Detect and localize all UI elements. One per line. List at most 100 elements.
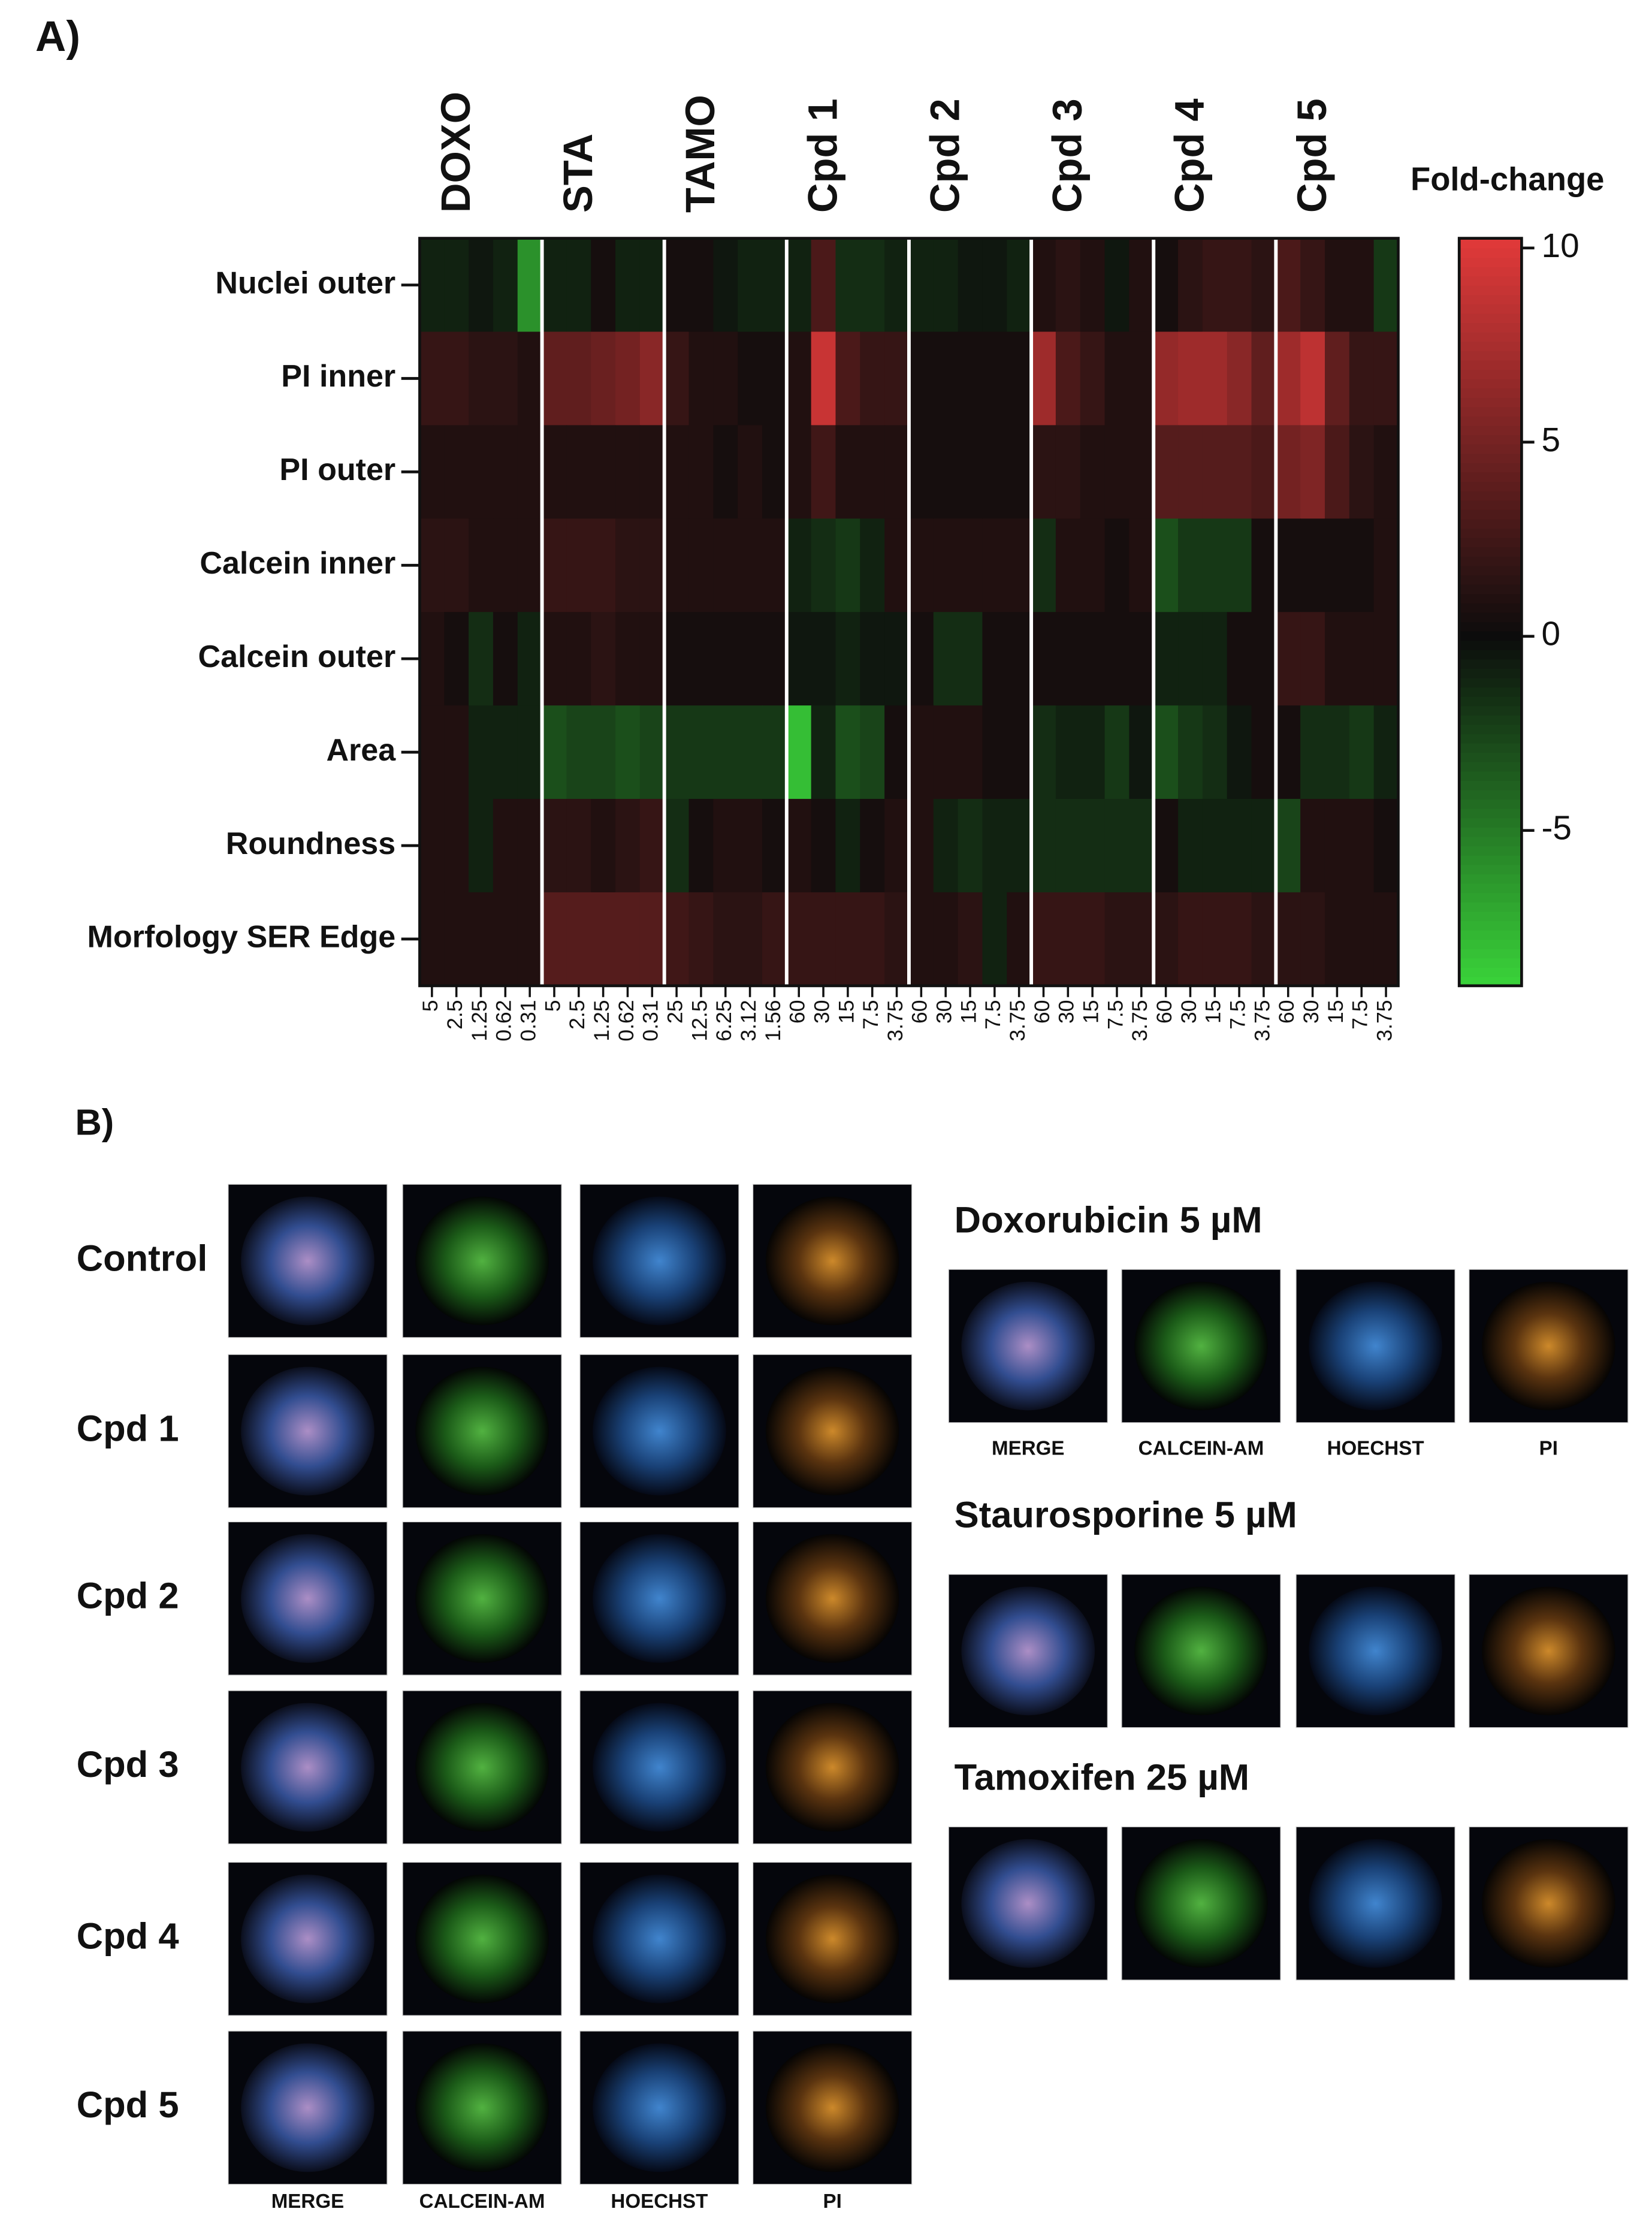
micrograph-signal bbox=[1482, 1586, 1615, 1716]
heat-cell bbox=[1276, 518, 1301, 613]
heat-cell bbox=[493, 892, 518, 986]
heat-cell bbox=[688, 612, 714, 707]
heat-cell bbox=[713, 612, 739, 707]
micrograph-signal bbox=[765, 1196, 899, 1326]
heat-cell bbox=[1153, 705, 1179, 799]
row-label: PI outer bbox=[279, 452, 395, 487]
heat-cell bbox=[688, 892, 714, 986]
column-label: 15 bbox=[1079, 1000, 1103, 1024]
heat-cell bbox=[1055, 799, 1081, 893]
heat-cell bbox=[591, 331, 616, 426]
heat-cell bbox=[1080, 518, 1106, 613]
heat-cell bbox=[738, 799, 763, 893]
column-label: 1.56 bbox=[761, 1000, 785, 1042]
heat-cell bbox=[542, 518, 567, 613]
heat-cell bbox=[1080, 331, 1106, 426]
micrograph-signal bbox=[241, 1366, 375, 1496]
heat-cell bbox=[444, 518, 470, 613]
heat-cell bbox=[1227, 425, 1252, 520]
colorbar-step bbox=[1459, 341, 1522, 351]
heat-cell bbox=[664, 331, 690, 426]
heat-cell bbox=[1251, 518, 1277, 613]
heat-cell bbox=[1178, 238, 1203, 333]
heat-cell bbox=[1227, 518, 1252, 613]
heat-cell bbox=[1251, 612, 1277, 707]
heat-cell bbox=[1227, 892, 1252, 986]
heat-cell bbox=[786, 705, 812, 799]
heat-cell bbox=[860, 518, 886, 613]
heat-cell bbox=[1324, 518, 1350, 613]
colorbar-step bbox=[1459, 518, 1522, 529]
colorbar-step bbox=[1459, 612, 1522, 623]
heat-cell bbox=[1227, 799, 1252, 893]
colorbar-step bbox=[1459, 677, 1522, 688]
micrograph-signal bbox=[765, 1874, 899, 2003]
heat-cell bbox=[542, 705, 567, 799]
heat-cell bbox=[688, 518, 714, 613]
heat-cell bbox=[835, 331, 861, 426]
colorbar-step bbox=[1459, 453, 1522, 463]
micrograph-signal bbox=[765, 2043, 899, 2172]
heat-cell bbox=[615, 238, 641, 333]
heat-cell bbox=[1276, 612, 1301, 707]
heat-cell bbox=[933, 799, 959, 893]
heat-cell bbox=[469, 238, 494, 333]
colorbar-step bbox=[1459, 331, 1522, 342]
heat-cell bbox=[1324, 612, 1350, 707]
colorbar-frame bbox=[1457, 237, 1523, 988]
colorbar-step bbox=[1459, 836, 1522, 847]
heat-cell bbox=[517, 892, 543, 986]
heat-cell bbox=[664, 705, 690, 799]
heat-cell bbox=[1202, 425, 1228, 520]
colorbar-step bbox=[1459, 425, 1522, 436]
heat-cell bbox=[933, 892, 959, 986]
heat-cell bbox=[639, 518, 665, 613]
heat-cell bbox=[1178, 425, 1203, 520]
heat-cell bbox=[1080, 705, 1106, 799]
heat-cell bbox=[762, 425, 787, 520]
heat-cell bbox=[615, 425, 641, 520]
heat-cell bbox=[542, 238, 567, 333]
colorbar-step bbox=[1459, 817, 1522, 828]
heat-cell bbox=[1349, 238, 1375, 333]
heat-cell bbox=[1055, 705, 1081, 799]
heat-cell bbox=[469, 518, 494, 613]
micrograph-signal bbox=[1309, 1281, 1442, 1411]
heat-cell bbox=[1104, 799, 1130, 893]
column-label: 7.5 bbox=[1225, 1000, 1249, 1030]
heat-cell bbox=[1324, 705, 1350, 799]
row-label: Cpd 1 bbox=[77, 1408, 179, 1449]
colorbar-tick-label: -5 bbox=[1542, 810, 1572, 847]
heat-cell bbox=[958, 238, 983, 333]
heat-cell bbox=[860, 331, 886, 426]
colorbar-step bbox=[1459, 976, 1522, 987]
heat-cell bbox=[591, 238, 616, 333]
heat-cell bbox=[982, 331, 1008, 426]
heat-cell bbox=[1153, 799, 1179, 893]
heat-cell bbox=[1129, 331, 1155, 426]
heat-cell bbox=[1324, 238, 1350, 333]
heat-cell bbox=[1031, 238, 1056, 333]
column-label: 5 bbox=[540, 1000, 564, 1012]
heat-cell bbox=[419, 518, 445, 613]
colorbar-step bbox=[1459, 920, 1522, 931]
heat-cell bbox=[1349, 331, 1375, 426]
colorbar-step bbox=[1459, 659, 1522, 669]
heat-cell bbox=[860, 705, 886, 799]
heat-cell bbox=[1349, 518, 1375, 613]
heat-cell bbox=[1007, 238, 1032, 333]
heat-cell bbox=[908, 238, 934, 333]
heat-cell bbox=[1251, 799, 1277, 893]
heat-cell bbox=[860, 892, 886, 986]
colorbar-step bbox=[1459, 696, 1522, 707]
heat-cell bbox=[762, 238, 787, 333]
heat-cell bbox=[1300, 612, 1325, 707]
heat-cell bbox=[982, 425, 1008, 520]
caption: CALCEIN-AM bbox=[419, 2190, 545, 2213]
micrograph-signal bbox=[593, 2043, 726, 2172]
heat-cell bbox=[762, 892, 787, 986]
heat-cell bbox=[664, 799, 690, 893]
colorbar-step bbox=[1459, 901, 1522, 912]
colorbar-step bbox=[1459, 266, 1522, 277]
heat-cell bbox=[1276, 331, 1301, 426]
